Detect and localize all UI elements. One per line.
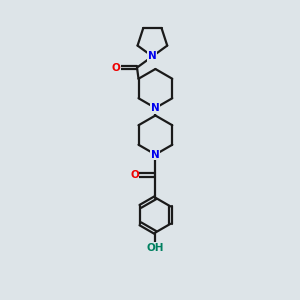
Text: N: N [148,51,157,62]
Text: O: O [112,63,120,73]
Text: N: N [151,149,160,160]
Text: N: N [151,103,160,113]
Text: O: O [130,170,139,180]
Text: OH: OH [147,243,164,253]
